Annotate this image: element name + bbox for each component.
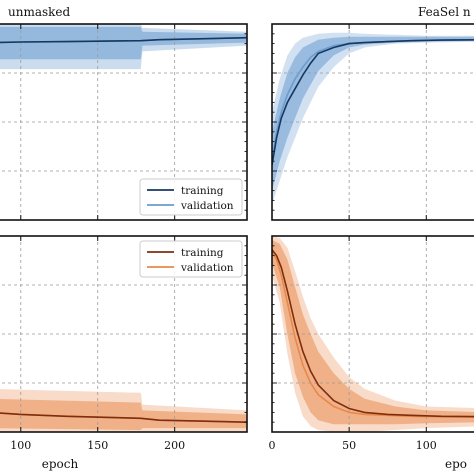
confidence-band [272, 239, 474, 425]
legend: training validation [139, 240, 243, 278]
series-line-validation [272, 251, 474, 418]
legend-label-validation: validation [180, 262, 234, 274]
x-tick-label: 0 [269, 439, 276, 452]
panel-frame [0, 23, 248, 221]
legend-label-training: training [181, 247, 224, 259]
legend-box [139, 240, 243, 278]
x-axis-label: epo [445, 457, 467, 471]
x-tick-label: 50 [342, 439, 356, 452]
x-tick-label: 200 [164, 439, 185, 452]
panel-unmasked-loss: epoch 1001502000 training validation [0, 235, 248, 471]
x-tick-label: 100 [10, 439, 31, 452]
panel-title: unmasked [8, 5, 71, 19]
panel-feasel-loss: epo 0 50 100 [269, 235, 474, 471]
legend-label-training: training [181, 185, 224, 197]
series-line-training [272, 249, 474, 418]
panel-title: FeaSel n [418, 5, 471, 19]
x-tick-label: 100 [416, 439, 437, 452]
confidence-band [0, 398, 247, 430]
series-line-training [0, 36, 247, 44]
series-line-training [0, 412, 247, 423]
x-tick-label: 150 [87, 439, 108, 452]
legend-label-validation: validation [180, 200, 234, 212]
panel-frame [0, 235, 248, 433]
confidence-band [272, 32, 474, 205]
confidence-band [0, 26, 247, 60]
legend-box [139, 178, 243, 216]
panel-feasel: FeaSel n [271, 5, 474, 221]
panel-frame [271, 235, 474, 433]
legend: training validation [139, 178, 243, 216]
x-axis-label: epoch [42, 457, 79, 471]
panel-unmasked: unmasked training validation [0, 5, 248, 221]
series-line-training [272, 39, 474, 166]
panel-frame [271, 23, 474, 221]
